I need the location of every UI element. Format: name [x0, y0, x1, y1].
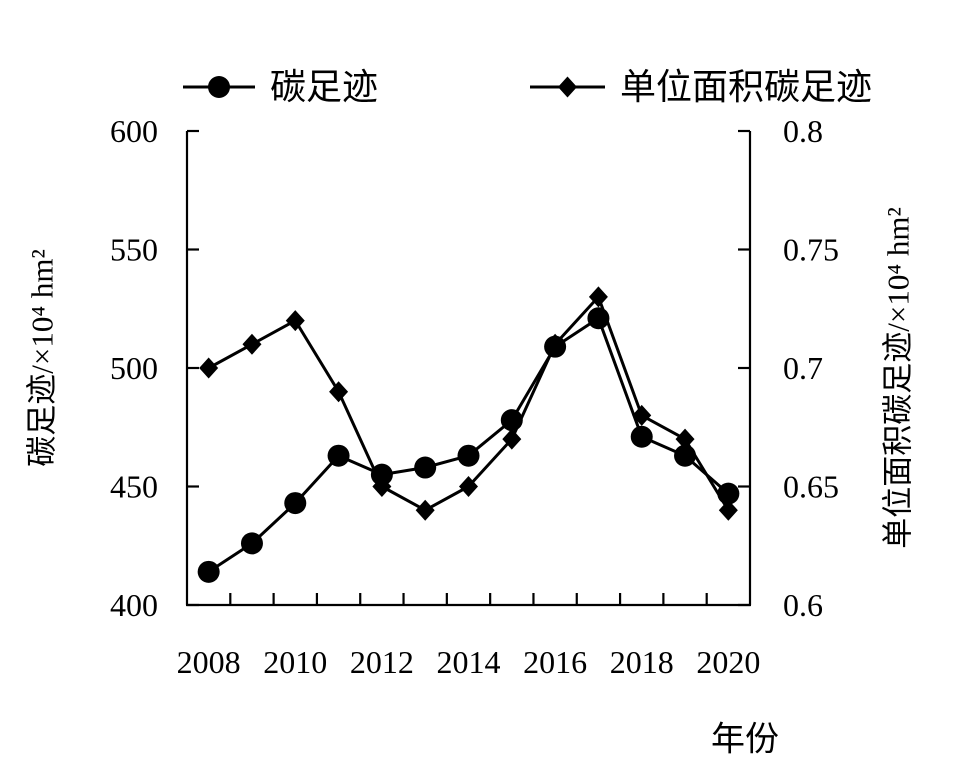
carbon-footprint-per-area-marker: [242, 333, 262, 355]
y-right-tick-label: 0.65: [783, 469, 839, 505]
x-tick-label: 2020: [696, 644, 760, 680]
y-left-tick-label: 600: [110, 113, 158, 149]
carbon-footprint-per-area-series: [199, 286, 738, 521]
carbon-footprint-per-area-marker: [588, 286, 608, 308]
carbon-footprint-per-area-marker: [372, 476, 392, 497]
x-tick-label: 2014: [437, 644, 501, 680]
x-tick-label: 2010: [263, 644, 327, 680]
legend-item-carbon-footprint-per-area: 单位面积碳足迹: [530, 67, 872, 107]
y-right-tick-label: 0.75: [783, 232, 839, 268]
y-right-axis-title: 单位面积碳足迹/×10⁴ hm²: [881, 207, 916, 549]
carbon-footprint-per-area-marker: [632, 404, 652, 426]
x-axis-title: 年份: [711, 721, 779, 759]
carbon-footprint-per-area-marker: [285, 310, 305, 332]
carbon-footprint-per-area-marker: [415, 499, 435, 521]
legend: 碳足迹 单位面积碳足迹: [183, 67, 872, 107]
legend-label: 碳足迹: [270, 67, 378, 107]
axes: [185, 129, 752, 607]
x-tick-label: 2018: [610, 644, 674, 680]
carbon-footprint-marker: [327, 444, 350, 467]
carbon-footprint-per-area-marker: [675, 428, 695, 450]
legend-item-carbon-footprint: 碳足迹: [183, 67, 378, 107]
y-left-tick-label: 500: [110, 350, 158, 386]
carbon-footprint-per-area-marker: [502, 428, 522, 450]
y-left-tick-label: 400: [110, 587, 158, 623]
carbon-footprint-marker: [240, 532, 263, 555]
axis-labels: 400 450 500 550 600 0.6 0.65 0.7 0.75 0.8 2008 2010…: [25, 113, 916, 759]
legend-marker-circle: [208, 76, 230, 98]
carbon-footprint-marker: [284, 492, 307, 515]
carbon-footprint-series: [197, 307, 740, 583]
carbon-footprint-per-area-marker: [459, 476, 478, 497]
carbon-footprint-per-area-marker: [718, 499, 738, 521]
carbon-footprint-marker: [630, 425, 653, 448]
y-left-tick-label: 550: [110, 232, 158, 268]
series-layer: [197, 286, 740, 583]
carbon-footprint-per-area-marker: [329, 381, 349, 403]
y-right-tick-label: 0.6: [783, 587, 823, 623]
carbon-footprint-marker: [197, 560, 220, 583]
legend-label: 单位面积碳足迹: [620, 67, 872, 107]
y-left-axis-title: 碳足迹/×10⁴ hm²: [25, 249, 60, 467]
y-left-tick-label: 450: [110, 469, 158, 505]
legend-marker-diamond: [558, 76, 577, 98]
carbon-footprint-per-area-marker: [545, 333, 565, 355]
y-right-tick-label: 0.8: [783, 113, 823, 149]
carbon-footprint-marker: [457, 444, 480, 467]
x-tick-label: 2008: [177, 644, 241, 680]
carbon-footprint-marker: [370, 463, 393, 486]
x-tick-label: 2012: [350, 644, 414, 680]
carbon-footprint-per-area-marker: [199, 357, 219, 379]
x-tick-label: 2016: [523, 644, 587, 680]
y-right-tick-label: 0.7: [783, 350, 823, 386]
carbon-footprint-marker: [414, 456, 437, 479]
